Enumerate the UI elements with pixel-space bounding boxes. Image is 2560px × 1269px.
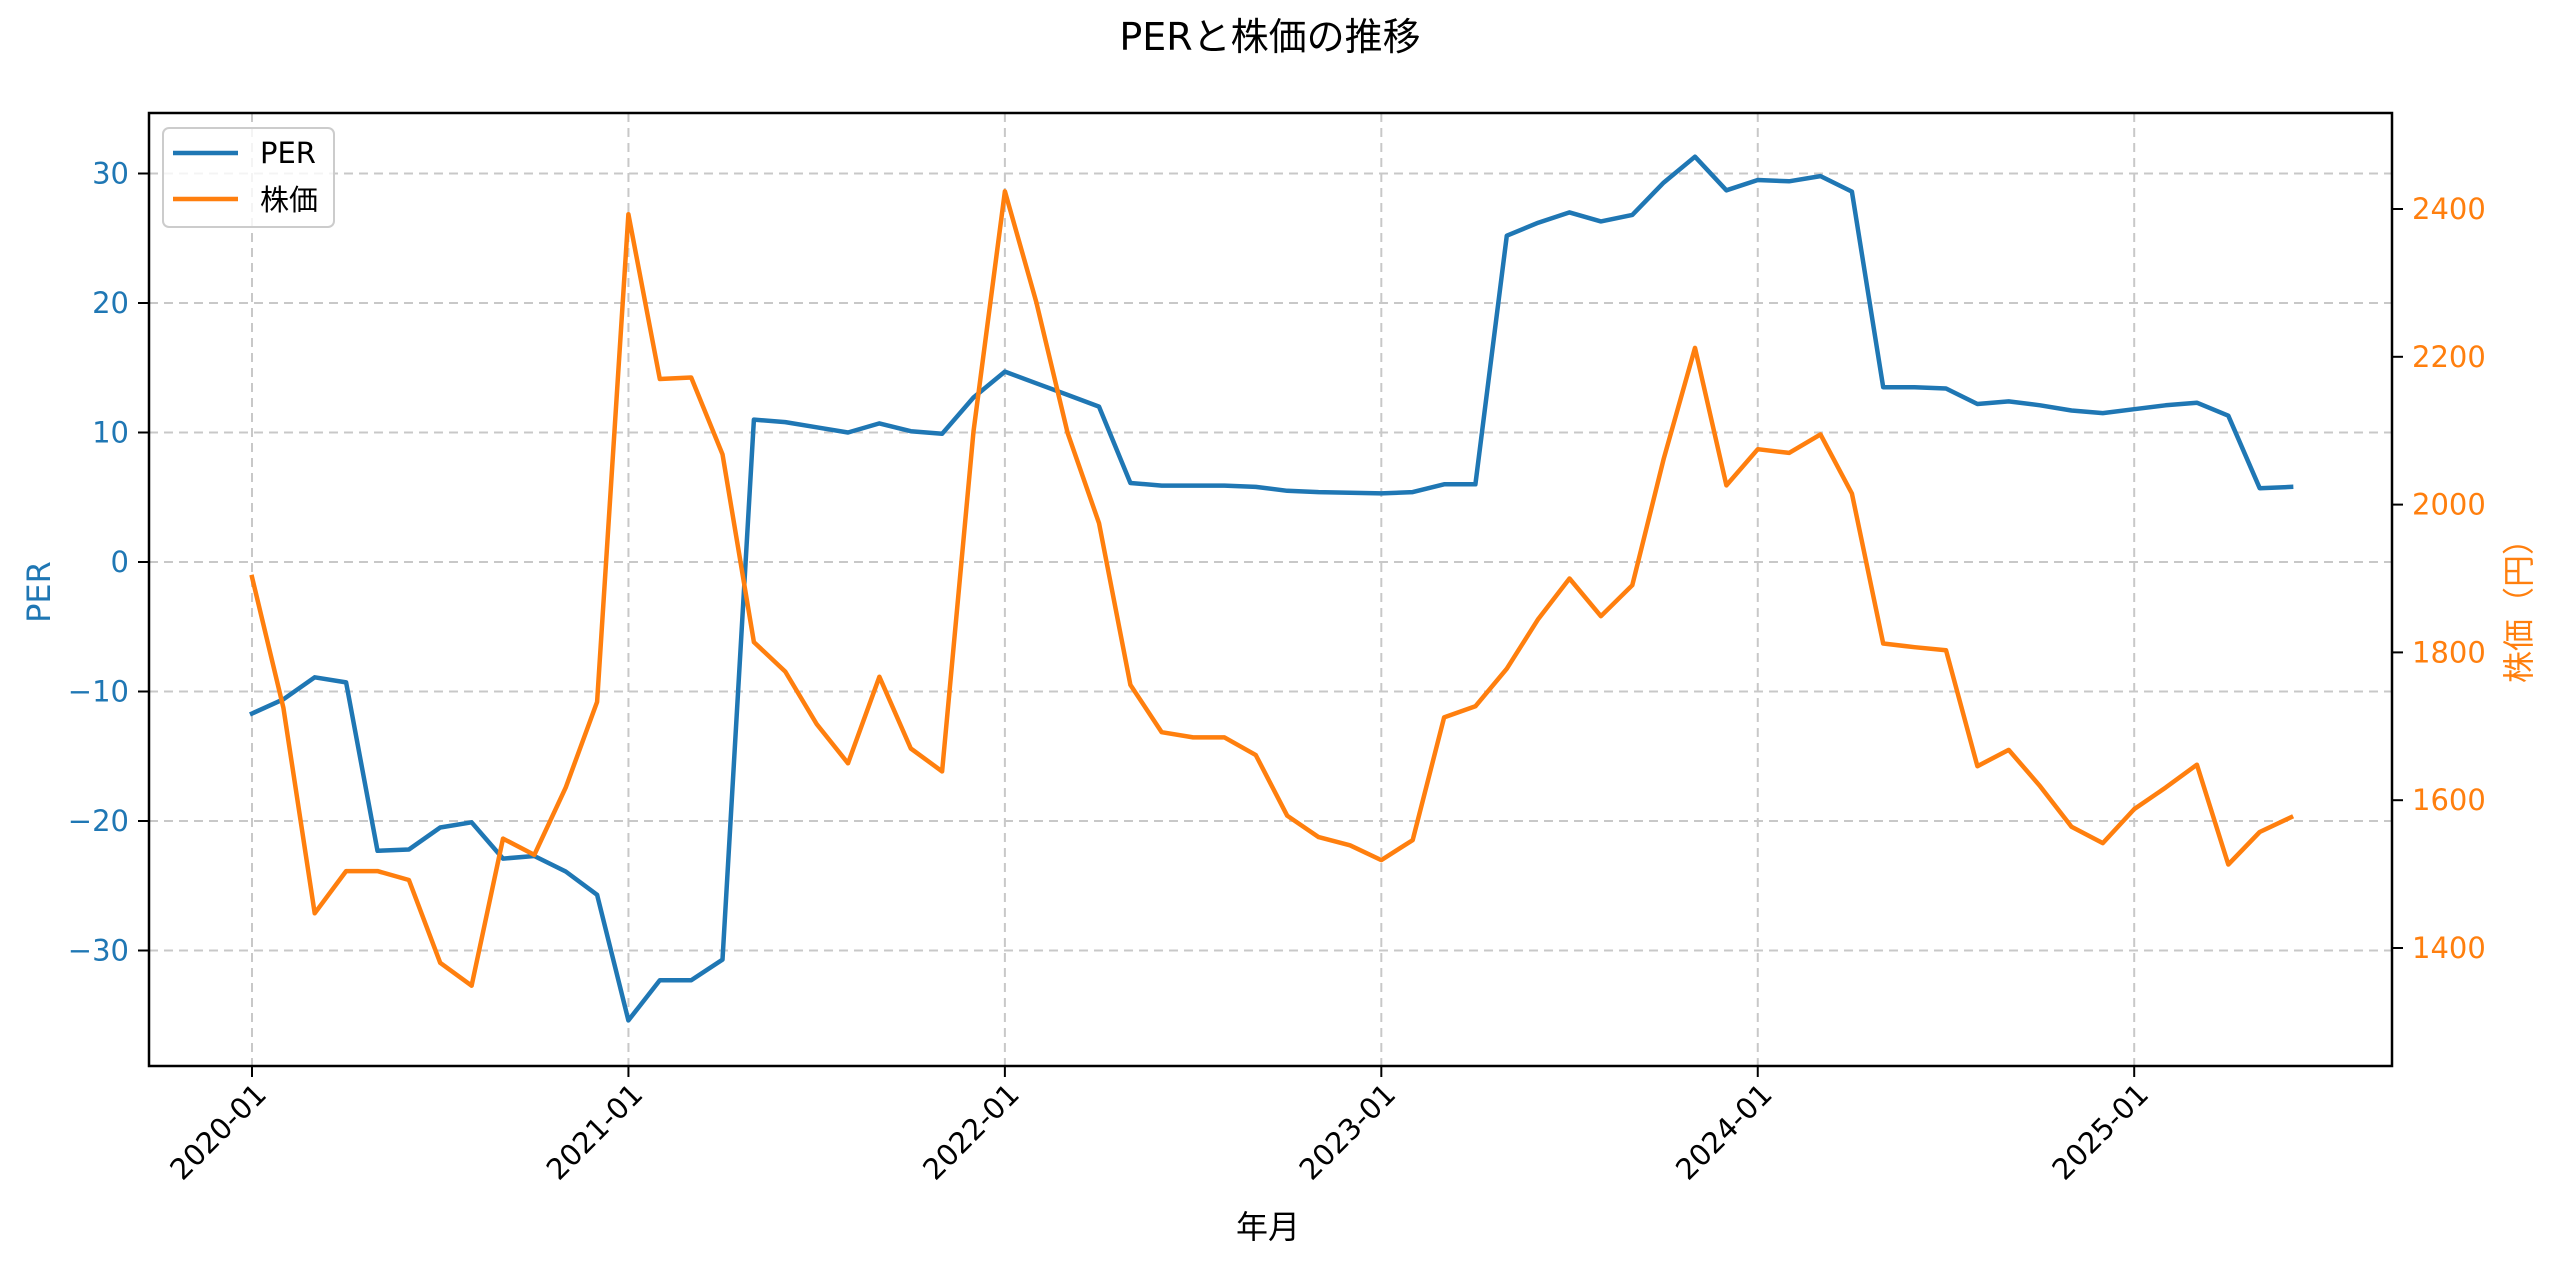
legend-per-label: PER bbox=[260, 136, 316, 170]
x-tick-label: 2020-01 bbox=[163, 1077, 273, 1187]
right-tick-label: 1800 bbox=[2412, 635, 2486, 669]
right-tick-label: 1400 bbox=[2412, 931, 2486, 965]
x-tick-label: 2023-01 bbox=[1293, 1077, 1403, 1187]
x-axis-dates: 2020-01 2021-01 2022-01 2023-01 2024-01 2025-… bbox=[163, 1066, 2155, 1187]
left-tick-label: 30 bbox=[92, 157, 129, 191]
grid-lines bbox=[149, 113, 2392, 1066]
chart-title: PERと株価の推移 bbox=[1119, 15, 1420, 59]
legend: PER 株価 bbox=[162, 127, 335, 228]
left-tick-label: 10 bbox=[92, 416, 129, 450]
right-tick-label: 2400 bbox=[2412, 192, 2486, 226]
right-y-axis-price: 2400 2200 2000 1800 1600 1400 bbox=[2392, 192, 2486, 965]
right-axis-label: 株価（円） bbox=[2500, 523, 2538, 683]
price-line-series bbox=[249, 189, 2295, 988]
left-tick-label: −30 bbox=[68, 934, 129, 968]
left-tick-label: −10 bbox=[68, 675, 129, 709]
left-axis-label: PER bbox=[20, 561, 58, 623]
x-tick-label: 2025-01 bbox=[2045, 1077, 2155, 1187]
x-axis-label: 年月 bbox=[1236, 1208, 1300, 1246]
per-line-series bbox=[249, 154, 2294, 1023]
plot-area-frame bbox=[147, 111, 2394, 1068]
right-tick-label: 1600 bbox=[2412, 783, 2486, 817]
left-tick-label: 0 bbox=[111, 545, 129, 579]
x-tick-label: 2021-01 bbox=[540, 1077, 650, 1187]
right-tick-label: 2200 bbox=[2412, 340, 2486, 374]
right-tick-label: 2000 bbox=[2412, 488, 2486, 522]
left-tick-label: −20 bbox=[68, 804, 129, 838]
legend-price-label: 株価 bbox=[260, 183, 318, 217]
left-tick-label: 20 bbox=[92, 286, 129, 320]
x-tick-label: 2022-01 bbox=[916, 1077, 1026, 1187]
x-tick-label: 2024-01 bbox=[1669, 1077, 1779, 1187]
left-y-axis-per: 30 20 10 0 −10 −20 −30 bbox=[68, 157, 149, 968]
plot-series bbox=[249, 154, 2295, 1023]
